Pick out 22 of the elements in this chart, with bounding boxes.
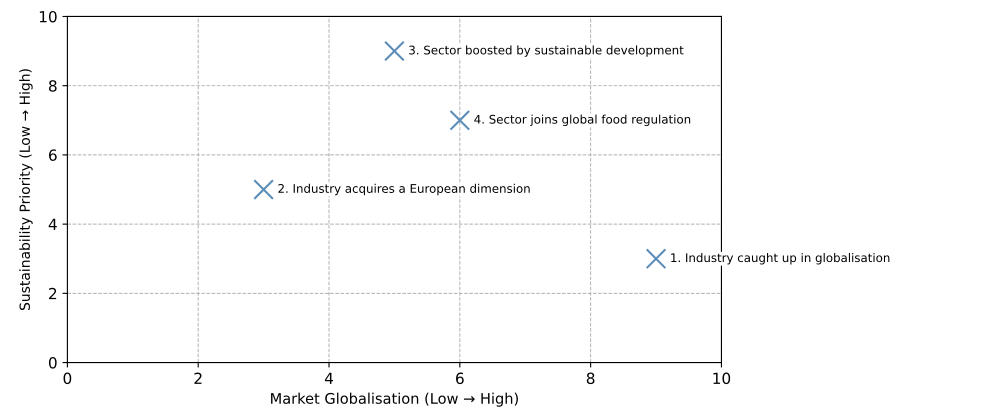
x-tick-label: 6 (456, 372, 464, 384)
point (384, 40, 405, 62)
x-tick-label: 2 (194, 372, 202, 384)
y-tick-label: 8 (48, 80, 57, 92)
x-tick-label: 8 (586, 372, 594, 384)
y-axis-title: Sustainability Priority (Low → High) (19, 69, 33, 310)
y-tick-label: 2 (49, 288, 56, 300)
y-tick-label: 6 (49, 149, 57, 161)
annotation: 4. Sector joins global food regulation (474, 114, 690, 126)
annotation: 2. Industry acquires a European dimension (278, 184, 530, 196)
x-axis-title: Market Globalisation (Low → High) (271, 392, 518, 407)
point (253, 179, 274, 200)
x-tick-label: 0 (64, 372, 72, 384)
annotation: 1. Industry caught up in globalisation (671, 253, 890, 264)
y-tick-label: 10 (40, 10, 57, 22)
x-tick-label: 10 (713, 372, 730, 384)
annotation: 3. Sector boosted by sustainable development (409, 45, 684, 57)
y-tick-label: 4 (48, 218, 57, 230)
point (449, 110, 470, 131)
y-tick-label: 0 (48, 357, 57, 369)
point (646, 248, 666, 270)
x-tick-label: 4 (324, 372, 334, 384)
